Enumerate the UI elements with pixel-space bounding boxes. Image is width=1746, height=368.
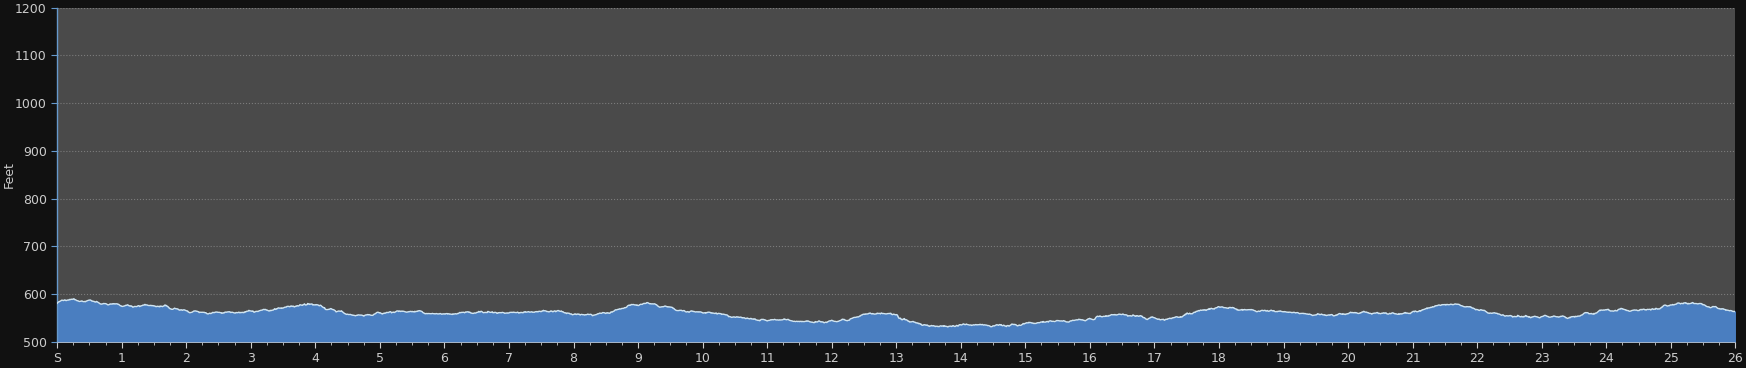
Y-axis label: Feet: Feet: [3, 161, 16, 188]
